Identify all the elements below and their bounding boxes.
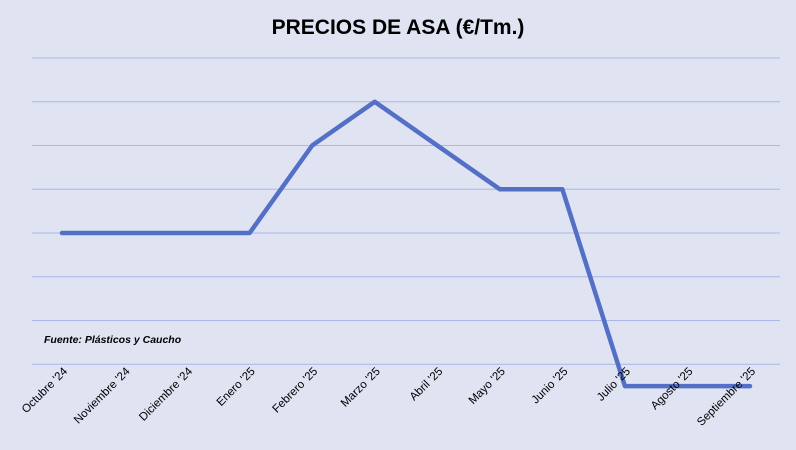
x-tick-label: Noviembre '24 — [72, 365, 133, 426]
data-point — [186, 232, 188, 234]
x-tick-label: Octubre '24 — [20, 365, 71, 416]
gridlines — [32, 57, 780, 365]
x-tick-label: Junio '25 — [530, 366, 571, 407]
x-tick-label: Diciembre '24 — [137, 365, 195, 423]
data-point — [311, 145, 313, 146]
x-tick-label: Marzo '25 — [339, 366, 383, 410]
x-tick-label: Agosto '25 — [649, 366, 696, 413]
series-layer — [59, 99, 753, 389]
chart-title: PRECIOS DE ASA (€/Tm.) — [272, 16, 525, 39]
x-tick-label: Mayo '25 — [467, 366, 508, 407]
x-axis-tick-labels: Octubre '24 Noviembre '24 Diciembre '24 Ene… — [20, 365, 758, 428]
source-note: Fuente: Plásticos y Caucho — [44, 334, 182, 346]
x-tick-label: Febrero '25 — [270, 366, 320, 416]
data-point — [374, 101, 376, 103]
data-point — [686, 385, 688, 387]
data-point — [561, 188, 563, 190]
data-point — [249, 232, 251, 234]
data-point — [499, 188, 501, 190]
x-tick-label: Abril '25 — [408, 366, 446, 404]
data-point — [749, 385, 751, 387]
x-tick-label: Septiembre '25 — [695, 366, 758, 429]
series-line — [59, 99, 753, 389]
x-tick-label: Enero '25 — [215, 366, 258, 409]
data-point — [61, 232, 63, 234]
data-point — [624, 385, 626, 387]
data-point — [124, 232, 126, 234]
data-point — [436, 145, 438, 146]
